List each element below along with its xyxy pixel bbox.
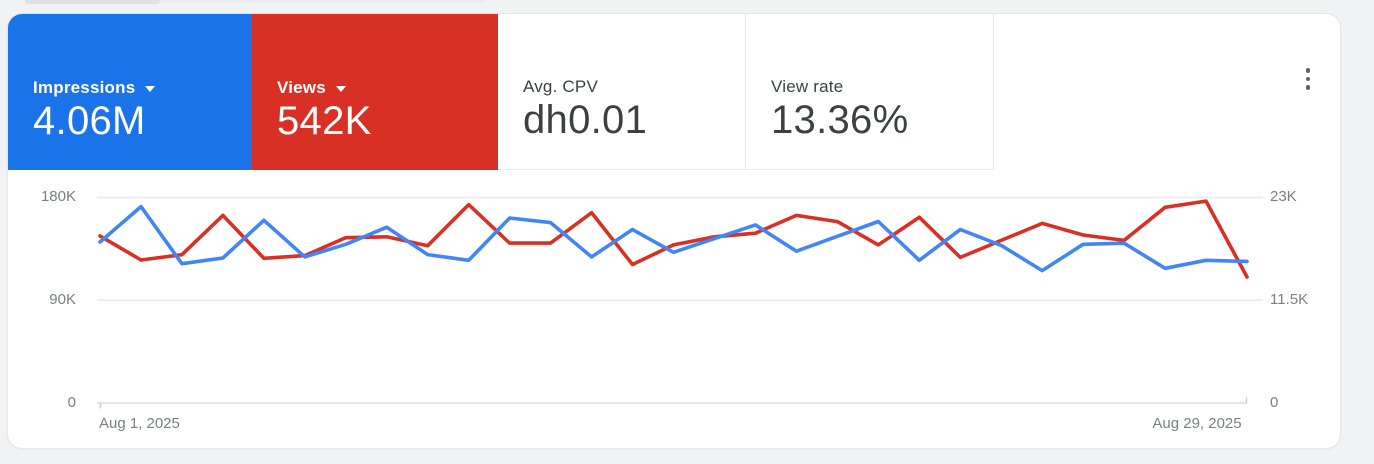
metric-card-label: View rate <box>771 77 844 96</box>
metric-card-label: Impressions <box>33 77 136 97</box>
metric-card-avg-cpv[interactable]: Avg. CPV dh0.01 <box>498 14 746 170</box>
y-axis-left-tick: 0 <box>67 394 76 411</box>
metric-card-value: 13.36% <box>771 98 909 142</box>
views-line <box>98 199 1249 279</box>
x-axis-label-start: Aug 1, 2025 <box>99 415 180 432</box>
cropped-element-edge-light <box>160 0 487 3</box>
impressions-line <box>98 204 1249 273</box>
metric-card-label: Views <box>277 77 326 97</box>
more-options-button[interactable] <box>1294 60 1322 98</box>
y-axis-right-tick: 23K <box>1270 188 1297 205</box>
performance-chart-card: Impressions 4.06M Views 542K Avg. CPV dh… <box>8 14 1340 448</box>
metric-card-label: Avg. CPV <box>523 77 598 96</box>
y-axis-right-tick: 11.5K <box>1270 291 1309 308</box>
metric-card-impressions[interactable]: Impressions 4.06M <box>8 14 252 170</box>
metric-card-view-rate[interactable]: View rate 13.36% <box>746 14 994 170</box>
kebab-menu-icon <box>1305 68 1311 73</box>
cropped-element-edge <box>25 0 160 4</box>
metric-card-value: dh0.01 <box>523 98 648 142</box>
y-axis-left-tick: 180K <box>40 188 76 205</box>
y-axis-left-tick: 90K <box>49 291 76 308</box>
y-axis-right-tick: 0 <box>1270 394 1279 411</box>
metric-cards-row: Impressions 4.06M Views 542K Avg. CPV dh… <box>8 14 994 170</box>
chevron-down-icon <box>335 85 346 92</box>
metric-card-value: 4.06M <box>33 98 146 143</box>
chevron-down-icon <box>145 85 156 92</box>
metric-card-views[interactable]: Views 542K <box>252 14 498 170</box>
x-axis-label-end: Aug 29, 2025 <box>1152 415 1242 432</box>
metric-card-value: 542K <box>277 98 372 143</box>
